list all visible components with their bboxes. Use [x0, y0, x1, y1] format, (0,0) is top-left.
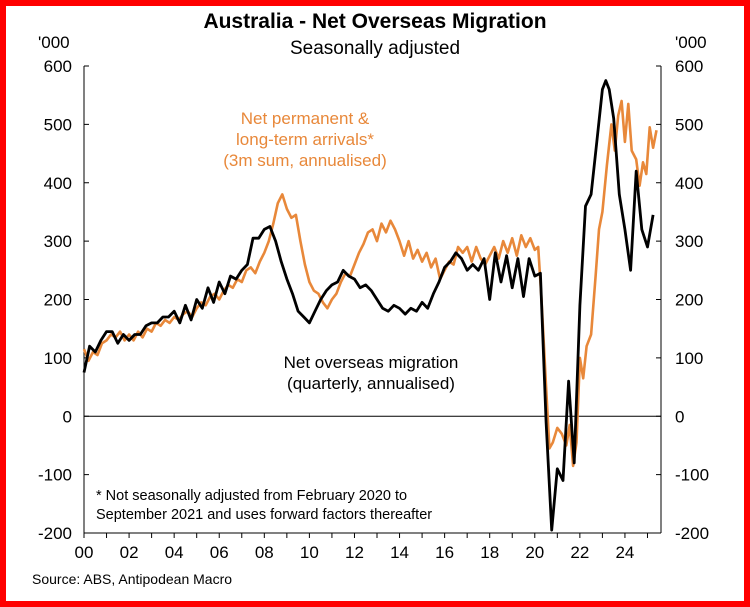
y-tick-label-left: 200: [44, 291, 72, 310]
y-tick-label-right: 300: [675, 232, 703, 251]
y-tick-label-right: 200: [675, 291, 703, 310]
y-tick-label-left: 400: [44, 174, 72, 193]
black-series-label: Net overseas migration: [284, 353, 459, 372]
y-unit-right: '000: [675, 33, 707, 52]
y-tick-label-left: 0: [63, 407, 72, 426]
x-tick-label: 24: [615, 543, 634, 562]
y-tick-label-left: 600: [44, 57, 72, 76]
x-tick-label: 20: [525, 543, 544, 562]
y-unit-left: '000: [38, 33, 70, 52]
y-tick-label-right: 500: [675, 115, 703, 134]
x-tick-label: 16: [435, 543, 454, 562]
footnote: September 2021 and uses forward factors …: [96, 507, 432, 523]
x-tick-label: 22: [570, 543, 589, 562]
annotation-layer: Net permanent & long-term arrivals* (3m su…: [96, 109, 458, 523]
x-tick-label: 06: [210, 543, 229, 562]
x-tick-label: 04: [165, 543, 184, 562]
x-tick-label: 12: [345, 543, 364, 562]
y-tick-label-right: -200: [675, 524, 709, 543]
y-tick-label-left: -100: [38, 466, 72, 485]
y-tick-label-left: -200: [38, 524, 72, 543]
x-tick-label: 18: [480, 543, 499, 562]
y-tick-label-right: 600: [675, 57, 703, 76]
y-tick-label-left: 300: [44, 232, 72, 251]
y-tick-label-right: -100: [675, 466, 709, 485]
source-note: Source: ABS, Antipodean Macro: [32, 571, 233, 587]
x-tick-label: 08: [255, 543, 274, 562]
footnote: * Not seasonally adjusted from February …: [96, 488, 407, 504]
chart-subtitle: Seasonally adjusted: [289, 38, 461, 59]
chart-title: Australia - Net Overseas Migration: [203, 10, 547, 33]
black-series-label: (quarterly, annualised): [287, 374, 455, 393]
y-tick-label-left: 100: [44, 349, 72, 368]
orange-series-label: Net permanent &: [241, 109, 370, 128]
y-tick-label-right: 100: [675, 349, 703, 368]
x-tick-label: 00: [75, 543, 94, 562]
x-tick-label: 14: [390, 543, 409, 562]
x-tick-label: 10: [300, 543, 319, 562]
orange-series-label: long-term arrivals*: [236, 130, 374, 149]
y-tick-label-left: 500: [44, 115, 72, 134]
y-tick-label-right: 400: [675, 174, 703, 193]
series-line-nom: [82, 79, 655, 532]
y-tick-label-right: 0: [675, 407, 684, 426]
series-layer: [82, 79, 658, 532]
x-tick-label: 02: [120, 543, 139, 562]
orange-series-label: (3m sum, annualised): [223, 151, 386, 170]
